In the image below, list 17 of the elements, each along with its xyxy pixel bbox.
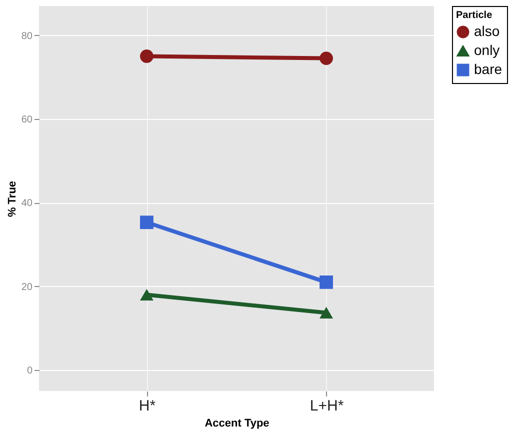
point bbox=[320, 52, 333, 66]
y-tick-label: 40 bbox=[21, 198, 33, 210]
legend-label: only bbox=[474, 42, 500, 58]
x-tick-label: L+H* bbox=[310, 398, 344, 414]
y-tick-label: 20 bbox=[21, 282, 33, 293]
y-tick-label: 80 bbox=[21, 30, 33, 42]
point bbox=[140, 50, 154, 63]
y-tick-label: 0 bbox=[26, 366, 33, 377]
x-tick-label: H* bbox=[138, 398, 156, 414]
point bbox=[140, 216, 154, 230]
y-tick-label: 60 bbox=[21, 114, 33, 126]
point bbox=[320, 275, 333, 289]
y-axis-title: % True bbox=[6, 180, 18, 218]
legend-label: bare bbox=[474, 61, 502, 77]
legend-title: Particle bbox=[456, 10, 493, 21]
legend-label: also bbox=[474, 23, 500, 39]
x-axis-title: Accent Type bbox=[204, 418, 270, 430]
